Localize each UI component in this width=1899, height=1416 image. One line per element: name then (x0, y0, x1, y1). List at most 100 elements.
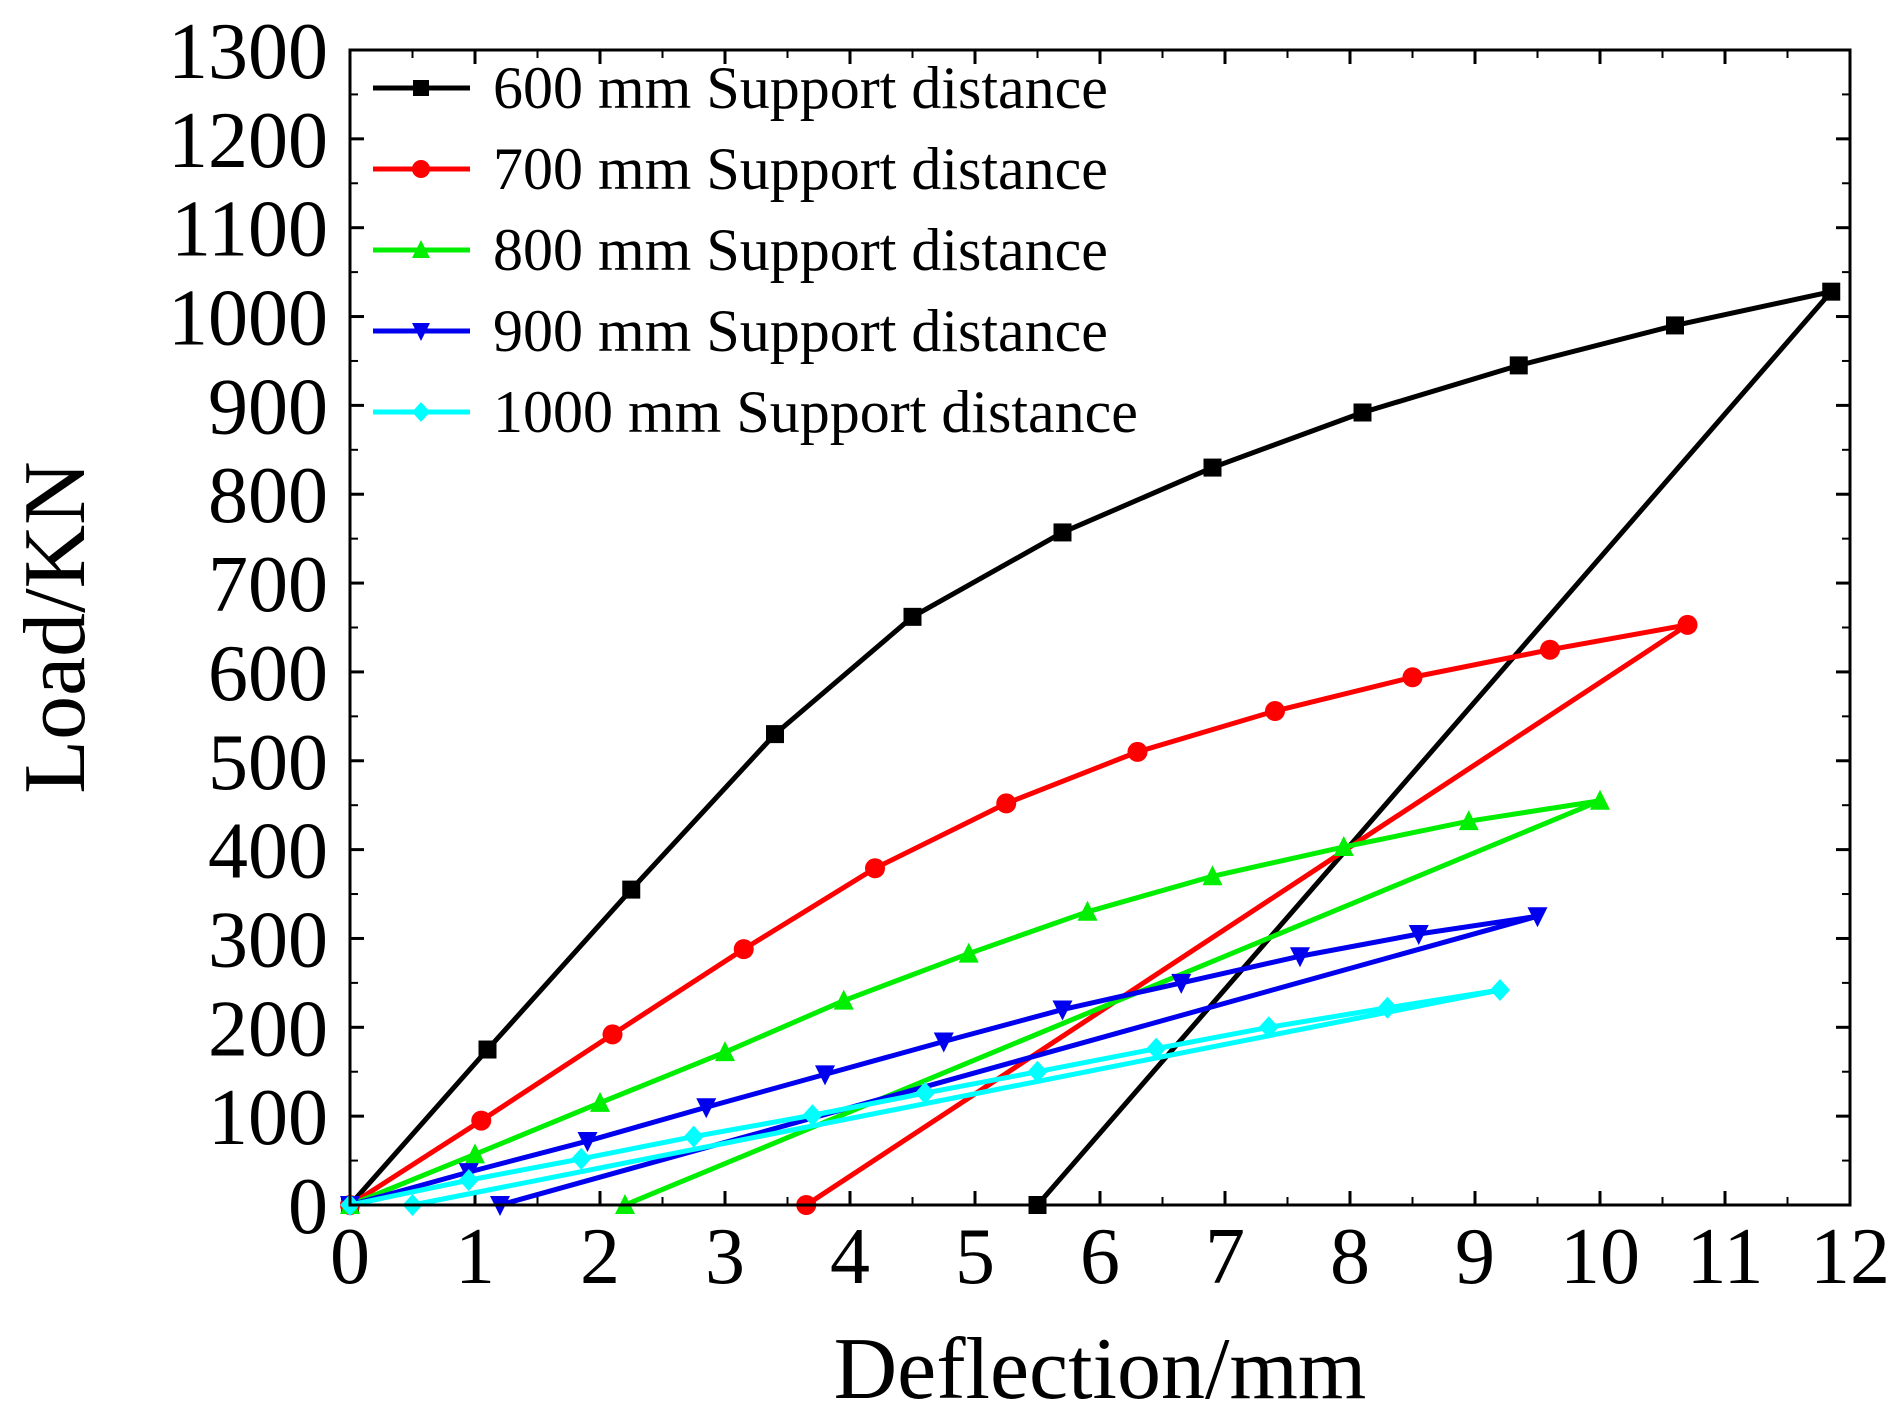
x-tick-label: 3 (705, 1213, 745, 1301)
x-tick-label: 0 (330, 1213, 370, 1301)
series-line (349, 913, 1540, 1208)
data-point (1353, 403, 1372, 422)
data-point (903, 607, 922, 626)
legend-swatch-marker (412, 240, 430, 258)
tick-labels: 0 1 2 3 4 5 6 7 8 9 10 11 12010020030040050060070080… (168, 8, 1890, 1301)
data-point (1822, 282, 1841, 301)
x-tick-label: 1 (455, 1213, 495, 1301)
data-point (622, 880, 641, 899)
y-tick-label: 1100 (171, 186, 328, 274)
data-point (1677, 614, 1698, 635)
x-tick-label: 7 (1205, 1213, 1245, 1301)
data-point (683, 1125, 704, 1148)
series-4 (340, 907, 1548, 1216)
data-point (471, 1110, 492, 1131)
series-5 (340, 978, 1510, 1216)
data-point (766, 725, 784, 744)
data-point (1540, 639, 1560, 660)
data-point (590, 1091, 610, 1112)
data-point (958, 942, 979, 963)
x-tick-label: 12 (1810, 1213, 1890, 1301)
legend-item: 1000 mm Support distance (373, 379, 1138, 445)
data-point (1077, 900, 1098, 921)
x-tick-label: 6 (1080, 1213, 1120, 1301)
y-tick-label: 800 (208, 452, 328, 540)
legend-swatch-marker (412, 160, 430, 178)
legend-item: 900 mm Support distance (373, 298, 1108, 364)
legend-label: 600 mm Support distance (493, 55, 1108, 121)
data-point (1146, 1037, 1167, 1060)
data-point (1265, 701, 1285, 722)
legend: 600 mm Support distance 700 mm Support di… (373, 55, 1138, 445)
data-point (1458, 810, 1479, 831)
y-axis-title: Load/KN (7, 461, 104, 793)
legend-item: 800 mm Support distance (373, 217, 1108, 283)
data-point (1377, 996, 1398, 1019)
y-tick-label: 1000 (168, 275, 328, 363)
legend-swatch-marker (413, 80, 429, 96)
y-tick-label: 700 (208, 541, 328, 629)
data-point (1127, 741, 1148, 762)
data-point (733, 939, 754, 960)
y-tick-label: 0 (288, 1163, 328, 1251)
series-2 (340, 614, 1698, 1215)
legend-label: 900 mm Support distance (493, 298, 1108, 364)
x-tick-label: 8 (1330, 1213, 1370, 1301)
x-tick-label: 9 (1455, 1213, 1495, 1301)
y-tick-label: 1300 (168, 8, 328, 96)
data-point (1258, 1016, 1279, 1039)
legend-label: 800 mm Support distance (493, 217, 1108, 283)
y-tick-label: 1200 (168, 97, 328, 185)
x-tick-label: 5 (955, 1213, 995, 1301)
data-point (1290, 947, 1310, 968)
data-point (1202, 865, 1223, 886)
legend-label: 1000 mm Support distance (493, 379, 1138, 445)
y-tick-label: 400 (208, 808, 328, 896)
series-layer (340, 282, 1841, 1216)
data-point (1666, 316, 1684, 335)
data-point (1509, 356, 1528, 375)
data-point (865, 858, 885, 879)
x-axis-title: Deflection/mm (834, 1321, 1367, 1416)
legend-item: 700 mm Support distance (373, 136, 1108, 202)
y-tick-label: 200 (208, 985, 328, 1073)
plot-frame (348, 48, 1852, 1207)
data-point (465, 1143, 485, 1164)
data-point (571, 1147, 592, 1170)
y-tick-label: 300 (208, 896, 328, 984)
legend-swatch-marker (412, 402, 430, 422)
y-tick-label: 900 (208, 363, 328, 451)
series-line (349, 798, 1603, 1208)
legend-item: 600 mm Support distance (373, 55, 1108, 121)
data-point (1171, 973, 1192, 994)
x-tick-label: 4 (830, 1213, 870, 1301)
data-point (1052, 1000, 1073, 1021)
data-point (478, 1040, 497, 1059)
legend-label: 700 mm Support distance (493, 136, 1108, 202)
data-point (1402, 667, 1423, 688)
y-tick-label: 500 (208, 719, 328, 807)
x-tick-label: 11 (1686, 1213, 1763, 1301)
y-tick-label: 600 (208, 630, 328, 718)
data-point (602, 1024, 623, 1045)
data-point (1490, 978, 1510, 1001)
data-point (577, 1132, 598, 1153)
data-point (696, 1098, 717, 1119)
x-tick-label: 2 (580, 1213, 620, 1301)
data-point (715, 1041, 735, 1062)
data-point (1590, 789, 1610, 810)
legend-swatch-marker (412, 323, 430, 341)
data-point (996, 793, 1017, 814)
data-point (933, 1032, 954, 1053)
data-point (1027, 1060, 1048, 1083)
data-point (1408, 925, 1429, 946)
data-point (458, 1169, 479, 1192)
series-line (348, 289, 1834, 1207)
data-point (1203, 458, 1222, 477)
data-point (1053, 523, 1072, 542)
data-point (802, 1104, 823, 1127)
data-point (915, 1082, 935, 1105)
data-point (833, 989, 854, 1010)
series-line (348, 622, 1690, 1208)
